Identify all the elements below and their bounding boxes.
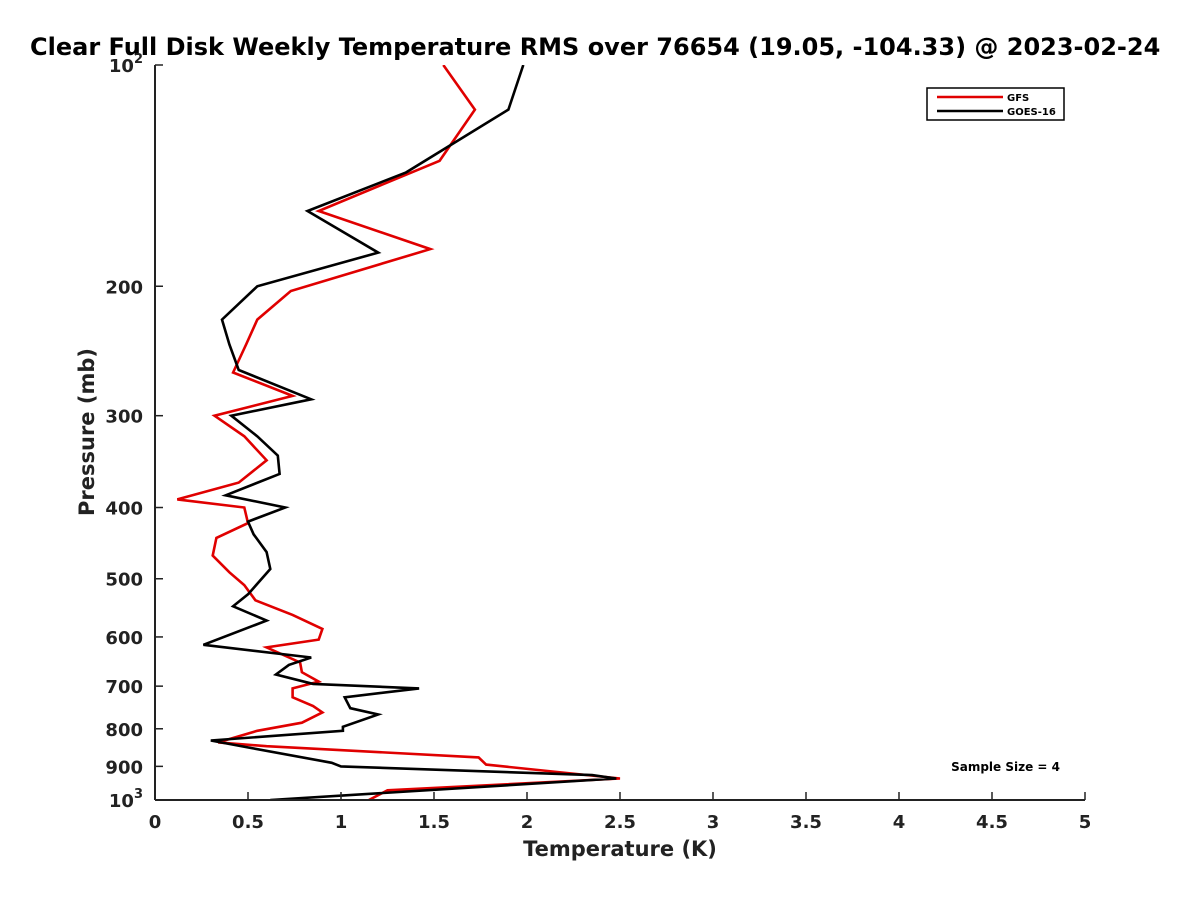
y-tick-label: 400 [105, 499, 143, 520]
x-tick-label: 0 [149, 812, 162, 833]
x-tick-label: 5 [1079, 812, 1092, 833]
y-tick-label: 200 [105, 277, 143, 298]
y-axis-label: Pressure (mb) [75, 348, 99, 516]
x-tick-label: 4 [893, 812, 906, 833]
series-layer [176, 65, 621, 800]
y-tick-label: 103 [109, 787, 143, 812]
x-tick-label: 0.5 [232, 812, 264, 833]
legend-label: GFS [1007, 93, 1029, 104]
x-axis-ticks: 0 0.5 1 1.5 2 2.5 3 3.5 4 4.5 5 [149, 792, 1092, 833]
x-tick-label: 2 [521, 812, 534, 833]
x-tick-label: 3.5 [790, 812, 822, 833]
y-tick-label: 800 [105, 720, 143, 741]
y-tick-label: 102 [109, 52, 143, 77]
y-tick-label: 500 [105, 570, 143, 591]
series-line-goes-16 [202, 65, 617, 800]
legend: GFS GOES-16 [926, 87, 1065, 121]
y-tick-exponent: 3 [134, 787, 143, 802]
sample-size-annotation: Sample Size = 4 [951, 760, 1060, 774]
y-tick-exponent: 2 [134, 52, 143, 67]
x-tick-label: 1 [335, 812, 348, 833]
legend-box [926, 87, 1065, 121]
x-tick-label: 3 [707, 812, 720, 833]
y-tick-label: 300 [105, 407, 143, 428]
plot-area: 0 0.5 1 1.5 2 2.5 3 3.5 4 4.5 5 102200300400500600… [105, 52, 1091, 833]
x-tick-label: 2.5 [604, 812, 636, 833]
x-tick-label: 1.5 [418, 812, 450, 833]
x-tick-label: 4.5 [976, 812, 1008, 833]
y-tick-label: 900 [105, 757, 143, 778]
legend-label: GOES-16 [1007, 107, 1056, 118]
y-tick-label: 600 [105, 628, 143, 649]
y-tick-label: 700 [105, 677, 143, 698]
x-axis-label: Temperature (K) [523, 837, 717, 861]
y-tick-base: 10 [109, 56, 134, 77]
chart-title: Clear Full Disk Weekly Temperature RMS o… [30, 33, 1160, 61]
y-tick-base: 10 [109, 791, 134, 812]
